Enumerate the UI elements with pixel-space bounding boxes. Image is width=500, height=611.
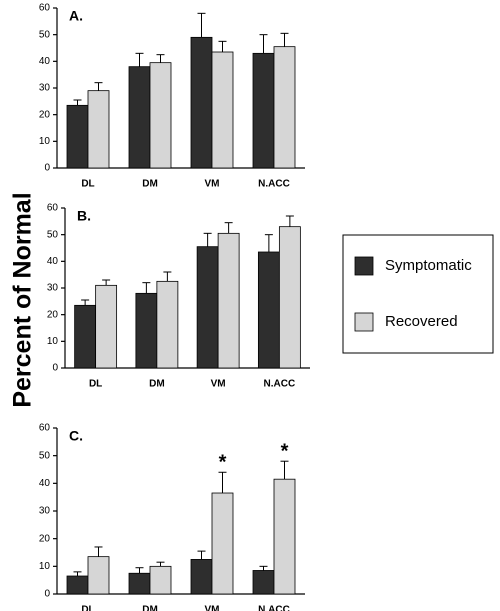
y-tick-label: 10 (39, 561, 51, 572)
error-bar (224, 222, 233, 234)
error-bar (163, 271, 172, 282)
panel-title: B. (77, 208, 91, 224)
error-bar (197, 550, 206, 560)
y-tick-label: 60 (39, 3, 51, 14)
y-tick-label: 0 (52, 363, 58, 374)
x-tick-label: DL (81, 605, 94, 611)
error-bar (81, 299, 90, 306)
y-tick-label: 10 (39, 136, 51, 147)
panel-title: A. (69, 8, 83, 24)
panel-title: C. (69, 428, 83, 444)
bar (211, 51, 234, 169)
error-bar (102, 279, 111, 286)
bar (190, 36, 213, 169)
y-tick-label: 30 (39, 506, 51, 517)
error-bar (280, 460, 289, 480)
y-tick-label: 30 (39, 83, 51, 94)
x-tick-label: DL (89, 379, 102, 390)
x-tick-label: DM (142, 605, 158, 611)
bar (156, 280, 179, 369)
error-bar (285, 215, 294, 227)
y-tick-label: 20 (39, 109, 51, 120)
bar (190, 559, 213, 595)
x-tick-label: DM (142, 179, 158, 190)
bar (66, 575, 89, 595)
y-tick-label: 30 (47, 283, 59, 294)
bar (128, 66, 151, 169)
bar (74, 304, 97, 369)
y-tick-label: 40 (39, 56, 51, 67)
y-tick-label: 40 (39, 478, 51, 489)
bar (135, 292, 158, 369)
error-bar (156, 561, 165, 567)
x-tick-label: VM (205, 605, 220, 611)
significance-mark: * (281, 440, 289, 462)
x-tick-label: DM (149, 379, 165, 390)
bar (128, 572, 151, 595)
legend-swatch (354, 312, 374, 332)
error-bar (135, 52, 144, 67)
error-bar (94, 82, 103, 91)
x-tick-label: N.ACC (258, 605, 290, 611)
error-bar (280, 32, 289, 47)
significance-mark: * (219, 452, 227, 474)
error-bar (135, 567, 144, 574)
x-tick-label: VM (211, 379, 226, 390)
y-tick-label: 0 (44, 163, 50, 174)
bar (273, 478, 296, 595)
error-bar (156, 54, 165, 63)
error-bar (218, 471, 227, 494)
y-tick-label: 20 (47, 309, 59, 320)
error-bar (142, 282, 151, 294)
error-bar (197, 12, 206, 38)
bar (196, 246, 219, 369)
error-bar (218, 40, 227, 52)
y-tick-label: 50 (39, 29, 51, 40)
y-tick-label: 10 (47, 336, 59, 347)
y-tick-label: 20 (39, 533, 51, 544)
legend-label: Symptomatic (385, 257, 472, 274)
error-bar (259, 565, 268, 571)
y-axis-label: Percent of Normal (9, 192, 37, 407)
bar (252, 570, 275, 595)
legend-label: Recovered (385, 313, 458, 330)
bar (252, 52, 275, 169)
y-tick-label: 60 (47, 203, 59, 214)
error-bar (73, 99, 82, 106)
bar (278, 226, 301, 369)
error-bar (259, 34, 268, 54)
error-bar (94, 546, 103, 557)
x-tick-label: DL (81, 179, 94, 190)
x-tick-label: N.ACC (264, 379, 296, 390)
bar (273, 46, 296, 169)
bar (211, 492, 234, 595)
y-tick-label: 40 (47, 256, 59, 267)
x-tick-label: VM (205, 179, 220, 190)
legend-box (342, 234, 494, 354)
legend-swatch (354, 256, 374, 276)
y-tick-label: 60 (39, 423, 51, 434)
error-bar (73, 571, 82, 577)
x-tick-label: N.ACC (258, 179, 290, 190)
error-bar (264, 234, 273, 252)
error-bar (203, 232, 212, 247)
bar (149, 62, 172, 169)
bar (149, 565, 172, 595)
bar (87, 90, 110, 169)
bar (66, 104, 89, 169)
bar (87, 556, 110, 595)
y-tick-label: 50 (39, 450, 51, 461)
bar (257, 251, 280, 369)
y-tick-label: 0 (44, 589, 50, 600)
bar (217, 232, 240, 369)
bar (95, 284, 118, 369)
y-tick-label: 50 (47, 229, 59, 240)
